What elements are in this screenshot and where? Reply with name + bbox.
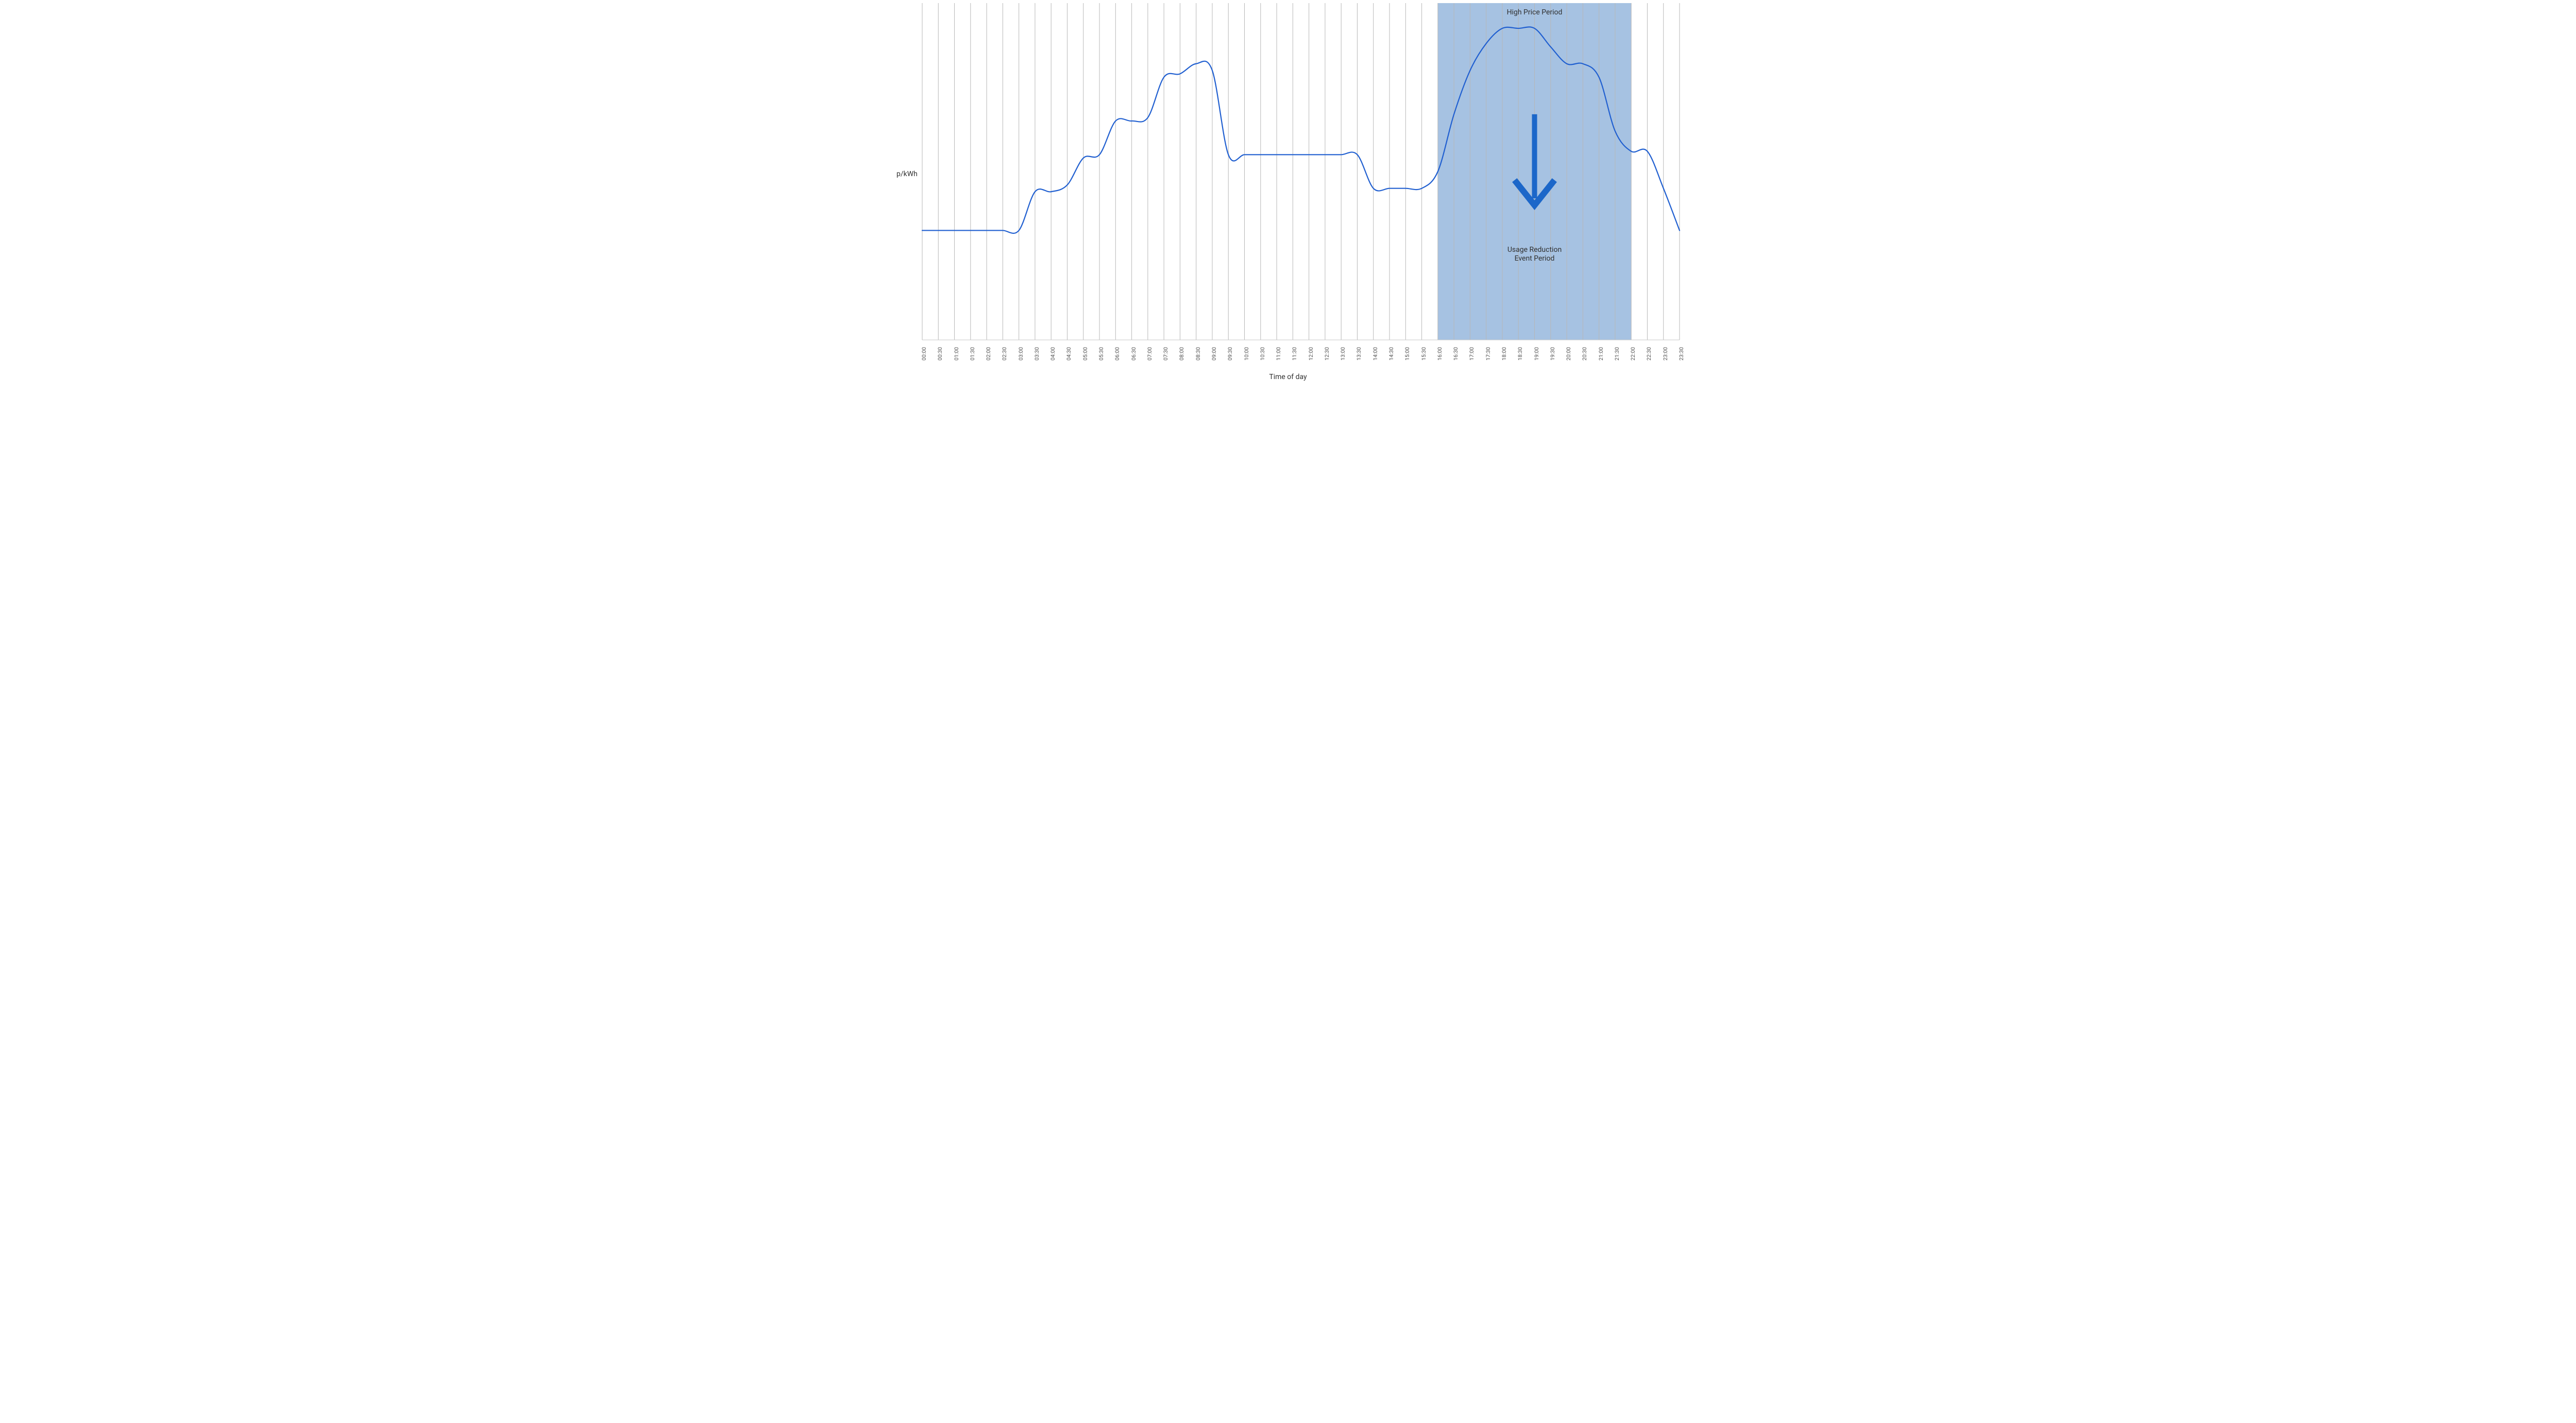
x-tick-label: 20:30 [1581,347,1588,361]
x-tick-label: 04:30 [1065,347,1072,361]
x-tick-label: 23:30 [1678,347,1685,361]
chart-svg [891,0,1685,384]
x-tick-label: 04:00 [1049,347,1056,361]
x-tick-label: 15:00 [1404,347,1411,361]
x-tick-label: 07:30 [1162,347,1169,361]
y-axis-label: p/kWh [896,170,918,178]
x-tick-label: 11:30 [1291,347,1298,361]
x-tick-label: 09:00 [1211,347,1217,361]
x-tick-label: 19:00 [1533,347,1540,361]
x-tick-label: 05:30 [1098,347,1105,361]
x-tick-label: 13:30 [1355,347,1362,361]
x-tick-label: 14:00 [1372,347,1379,361]
x-tick-label: 03:30 [1033,347,1040,361]
x-tick-label: 17:30 [1485,347,1492,361]
x-tick-label: 08:00 [1178,347,1185,361]
x-tick-label: 13:00 [1340,347,1346,361]
x-tick-label: 09:30 [1227,347,1233,361]
x-tick-label: 12:30 [1324,347,1330,361]
price-chart: p/kWh Time of day 00:00 00:30 01:00 01:30 02… [891,0,1685,384]
x-tick-label: 18:30 [1517,347,1523,361]
x-tick-label: 22:00 [1630,347,1636,361]
x-axis-label: Time of day [891,373,1685,381]
x-tick-label: 23:00 [1662,347,1669,361]
x-tick-label: 10:30 [1259,347,1266,361]
x-tick-label: 03:00 [1018,347,1024,361]
x-tick-label: 01:00 [953,347,960,361]
x-tick-label: 11:00 [1275,347,1282,361]
x-tick-label: 18:00 [1501,347,1507,361]
x-tick-label: 06:30 [1130,347,1137,361]
x-tick-label: 19:30 [1549,347,1556,361]
x-tick-label: 21:00 [1598,347,1604,361]
x-tick-label: 16:00 [1436,347,1443,361]
x-tick-label: 00:00 [921,347,927,361]
x-tick-label: 12:00 [1308,347,1314,361]
x-tick-label: 14:30 [1388,347,1395,361]
x-tick-label: 08:30 [1195,347,1201,361]
x-tick-label: 22:30 [1646,347,1652,361]
x-tick-label: 00:30 [937,347,943,361]
x-tick-label: 10:00 [1243,347,1250,361]
x-tick-label: 02:00 [985,347,992,361]
x-tick-label: 20:00 [1565,347,1572,361]
x-tick-label: 15:30 [1420,347,1427,361]
x-tick-label: 17:00 [1468,347,1475,361]
x-tick-label: 02:30 [1001,347,1008,361]
x-tick-label: 01:30 [969,347,976,361]
x-tick-label: 05:00 [1082,347,1089,361]
x-tick-label: 06:00 [1114,347,1121,361]
down-arrow-icon [1532,114,1537,198]
x-tick-label: 21:30 [1614,347,1620,361]
x-tick-label: 07:00 [1146,347,1153,361]
x-tick-label: 16:30 [1452,347,1459,361]
